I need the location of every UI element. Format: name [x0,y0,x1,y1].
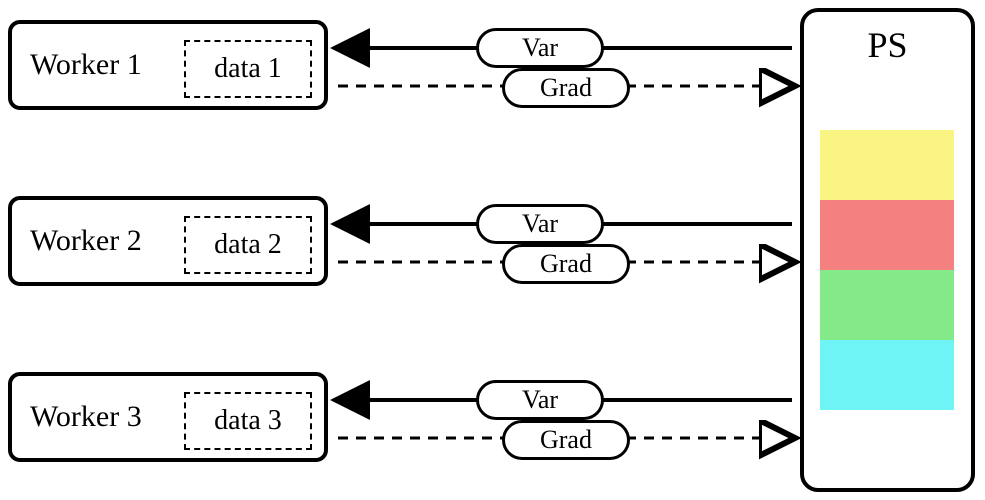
grad-pill-label-2: Grad [540,249,592,279]
var-pill-label-2: Var [522,209,558,239]
grad-pill-2: Grad [502,244,630,284]
var-pill-1: Var [476,28,604,68]
var-pill-2: Var [476,204,604,244]
var-pill-label-1: Var [522,33,558,63]
grad-pill-label-3: Grad [540,425,592,455]
grad-pill-1: Grad [502,68,630,108]
var-pill-label-3: Var [522,385,558,415]
arrows-svg [0,0,985,500]
var-pill-3: Var [476,380,604,420]
grad-pill-label-1: Grad [540,73,592,103]
grad-pill-3: Grad [502,420,630,460]
